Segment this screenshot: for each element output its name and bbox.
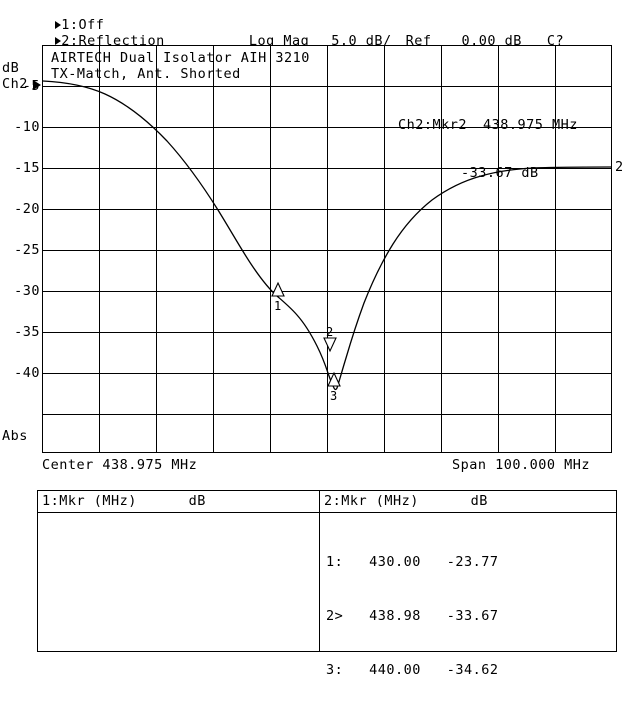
y-axis-channel-label: Ch2 — [2, 76, 28, 92]
channel1-active-triangle-icon — [55, 21, 62, 29]
y-tick--35: -35 — [14, 324, 40, 340]
graph-marker-2[interactable]: 2 — [323, 325, 337, 353]
gridline-h-5 — [43, 250, 611, 251]
y-axis-unit-label: dB — [2, 60, 20, 76]
marker-tables: 1:Mkr (MHz) dB 2:Mkr (MHz) dB 1: 430.00 … — [37, 490, 617, 678]
active-marker-frequency: 438.975 MHz — [483, 117, 578, 133]
trace-number-label-right: 2 — [615, 159, 624, 175]
gridline-h-6 — [43, 291, 611, 292]
svg-text:2: 2 — [326, 325, 333, 339]
marker-table-channel2-rows: 1: 430.00 -23.77 2> 438.98 -33.67 3: 440… — [326, 517, 499, 715]
y-tick--5: -5 — [22, 78, 40, 94]
channel2-active-triangle-icon — [55, 37, 62, 45]
trace-graticule[interactable]: AIRTECH Dual Isolator AIH 3210 TX-Match,… — [42, 45, 612, 453]
marker-row: 2> 438.98 -33.67 — [326, 608, 499, 624]
y-tick--15: -15 — [14, 160, 40, 176]
y-axis-scale-mode-label: Abs — [2, 428, 28, 444]
gridline-v-4 — [270, 46, 271, 452]
svg-text:3: 3 — [330, 389, 337, 403]
reference-position-arrow-icon — [33, 80, 41, 90]
marker-table-channel2-header-text: 2:Mkr (MHz) dB — [324, 493, 488, 509]
gridline-h-2 — [43, 127, 611, 128]
measurement-trace-svg: 1 2 3 — [43, 80, 611, 403]
gridline-v-1 — [99, 46, 100, 452]
y-tick--30: -30 — [14, 283, 40, 299]
gridline-v-8 — [498, 46, 499, 452]
y-tick--20: -20 — [14, 201, 40, 217]
y-tick--25: -25 — [14, 242, 40, 258]
gridline-h-4 — [43, 209, 611, 210]
active-marker-readout: Ch2:Mkr2 438.975 MHz -33.67 dB — [398, 85, 578, 213]
gridline-v-2 — [156, 46, 157, 452]
active-marker-title: Ch2:Mkr2 — [398, 117, 468, 133]
y-axis-tick-labels: -5 -10 -15 -20 -25 -30 -35 -40 — [0, 45, 40, 453]
y-tick--10: -10 — [14, 119, 40, 135]
channel1-label: 1:Off — [61, 17, 105, 33]
marker-row: 3: 440.00 -34.62 — [326, 662, 499, 678]
graph-title-line-1: AIRTECH Dual Isolator AIH 3210 — [51, 50, 310, 66]
marker-row: 1: 430.00 -23.77 — [326, 554, 499, 570]
marker-table-channel1-header: 1:Mkr (MHz) dB — [38, 491, 319, 513]
gridline-v-3 — [213, 46, 214, 452]
graph-marker-3[interactable]: 3 — [327, 371, 341, 403]
y-tick--40: -40 — [14, 365, 40, 381]
trace-curve — [43, 80, 611, 391]
marker-table-channel1[interactable]: 1:Mkr (MHz) dB — [38, 491, 319, 651]
graph-marker-1[interactable]: 1 — [271, 281, 285, 313]
gridline-h-7 — [43, 332, 611, 333]
gridline-v-7 — [441, 46, 442, 452]
span-frequency-label: Span 100.000 MHz — [452, 457, 591, 473]
gridline-v-5 — [327, 46, 328, 452]
svg-text:1: 1 — [274, 299, 281, 313]
gridline-h-9 — [43, 414, 611, 415]
channel1-status-line: 1:Off — [38, 1, 104, 33]
marker-table-channel1-header-text: 1:Mkr (MHz) dB — [42, 493, 206, 509]
gridline-v-6 — [384, 46, 385, 452]
gridline-h-8 — [43, 373, 611, 374]
gridline-h-1 — [43, 86, 611, 87]
marker-table-channel2-header: 2:Mkr (MHz) dB — [320, 491, 616, 513]
marker-table-channel2[interactable]: 2:Mkr (MHz) dB 1: 430.00 -23.77 2> 438.9… — [319, 491, 616, 678]
gridline-v-9 — [555, 46, 556, 452]
center-frequency-label: Center 438.975 MHz — [42, 457, 198, 473]
graph-title-line-2: TX-Match, Ant. Shorted — [51, 66, 241, 82]
gridline-h-3 — [43, 168, 611, 169]
